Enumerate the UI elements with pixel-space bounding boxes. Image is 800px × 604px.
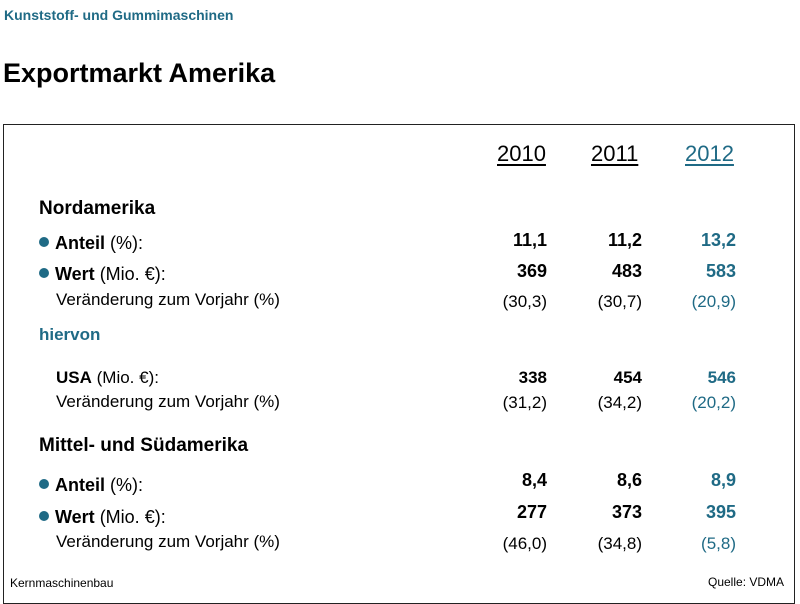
year-header-2012: 2012 <box>685 141 734 166</box>
row-label-sa-veraenderung: Veränderung zum Vorjahr (%) <box>56 532 280 551</box>
footer-note: Kernmaschinenbau <box>10 576 114 590</box>
label-unit: (%): <box>105 475 144 495</box>
row-label-na-veraenderung: Veränderung zum Vorjahr (%) <box>56 290 280 309</box>
value-na-chg-2012: (20,9) <box>691 292 736 311</box>
bullet-icon <box>39 511 49 522</box>
value-sa-wert-2011: 373 <box>611 502 642 522</box>
bullet-icon <box>39 268 49 279</box>
value-usa-2010: 338 <box>518 368 547 387</box>
label-bold: Anteil <box>55 233 106 253</box>
label-unit: (Mio. €): <box>91 368 159 387</box>
page-title: Exportmarkt Amerika <box>3 58 276 88</box>
value-na-wert-2010: 369 <box>516 261 547 281</box>
section-heading-nordamerika: Nordamerika <box>39 198 156 219</box>
value-na-anteil-2010: 11,1 <box>512 230 547 250</box>
row-label-nordamerika-wert: Wert (Mio. €): <box>39 264 166 285</box>
value-sa-anteil-2012: 8,9 <box>710 470 736 490</box>
value-usa-chg-2010: (31,2) <box>502 393 547 412</box>
value-na-wert-2012: 583 <box>705 261 736 281</box>
bullet-icon <box>39 237 49 248</box>
label-unit: (Mio. €): <box>94 264 166 284</box>
value-sa-chg-2010: (46,0) <box>502 534 547 553</box>
value-sa-wert-2012: 395 <box>705 502 736 522</box>
label-bold: Wert <box>55 507 95 527</box>
value-sa-chg-2011: (34,8) <box>597 534 642 553</box>
year-header-2010: 2010 <box>497 141 546 166</box>
section-heading-suedamerika: Mittel- und Südamerika <box>39 435 249 456</box>
value-na-anteil-2011: 11,2 <box>607 230 642 250</box>
label-bold: Anteil <box>55 475 106 495</box>
subtitle: Kunststoff- und Gummimaschinen <box>4 7 234 23</box>
value-usa-2012: 546 <box>707 368 736 387</box>
value-na-wert-2011: 483 <box>611 261 642 281</box>
label-bold: Wert <box>55 264 95 284</box>
row-label-suedamerika-anteil: Anteil (%): <box>39 475 143 496</box>
label-unit: (%): <box>105 233 144 253</box>
source-note: Quelle: VDMA <box>708 575 785 589</box>
value-usa-chg-2012: (20,2) <box>691 393 736 412</box>
value-sa-wert-2010: 277 <box>516 502 547 522</box>
value-na-chg-2010: (30,3) <box>502 292 547 311</box>
label-unit: (Mio. €): <box>94 507 166 527</box>
value-na-chg-2011: (30,7) <box>597 292 642 311</box>
year-header-2011: 2011 <box>591 141 639 166</box>
value-usa-chg-2011: (34,2) <box>597 393 642 412</box>
bullet-icon <box>39 479 49 490</box>
value-usa-2011: 454 <box>613 368 642 387</box>
value-na-anteil-2012: 13,2 <box>700 230 736 250</box>
value-sa-anteil-2010: 8,4 <box>521 470 547 490</box>
label-bold: USA <box>56 368 92 387</box>
row-label-usa-veraenderung: Veränderung zum Vorjahr (%) <box>56 392 280 411</box>
row-label-usa: USA (Mio. €): <box>56 368 159 388</box>
row-label-nordamerika-anteil: Anteil (%): <box>39 233 143 254</box>
value-sa-chg-2012: (5,8) <box>701 534 736 553</box>
row-label-suedamerika-wert: Wert (Mio. €): <box>39 507 166 528</box>
subheading-hiervon: hiervon <box>39 325 101 344</box>
value-sa-anteil-2011: 8,6 <box>616 470 642 490</box>
